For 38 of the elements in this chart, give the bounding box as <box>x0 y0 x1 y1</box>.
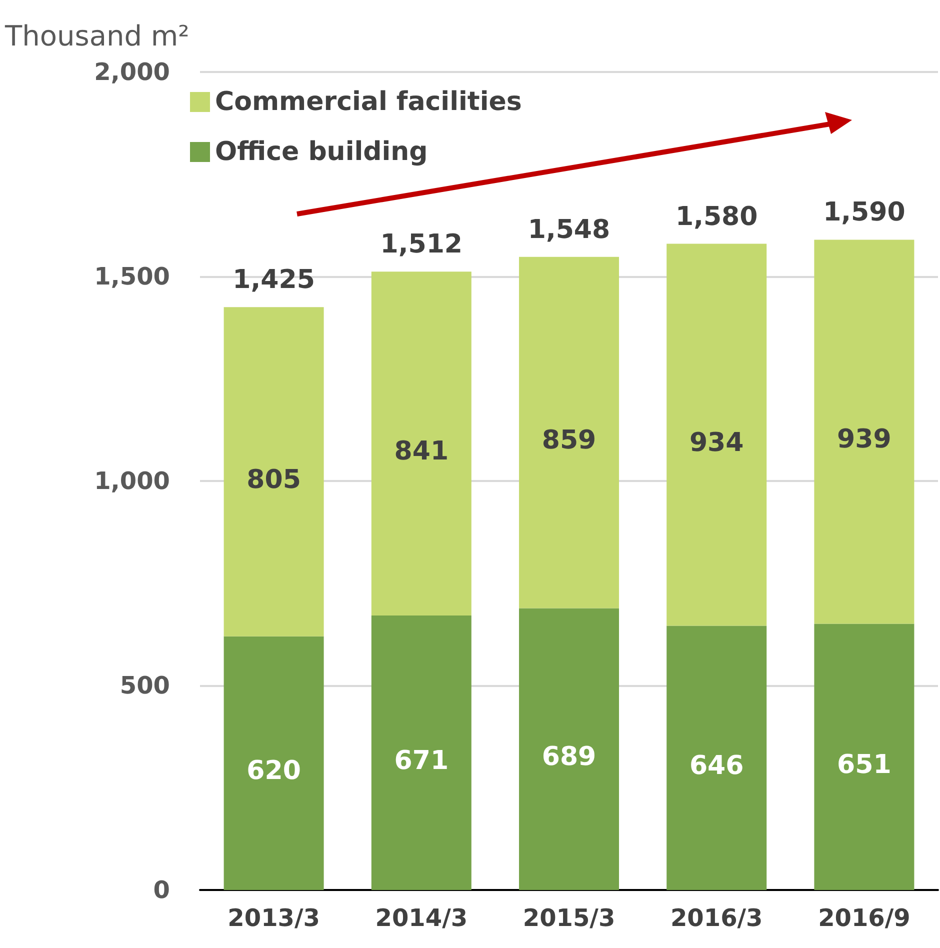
bar <box>224 307 324 636</box>
data-label: 859 <box>542 426 596 456</box>
data-label: 620 <box>246 756 301 786</box>
x-tick-label: 2013/3 <box>228 904 320 932</box>
data-label: 841 <box>394 436 449 467</box>
bar <box>666 626 767 890</box>
total-label: 1,512 <box>380 230 463 260</box>
x-tick-label: 2016/9 <box>818 904 910 932</box>
total-label: 1,425 <box>232 265 315 296</box>
legend-label: Office building <box>215 137 428 167</box>
bar <box>814 624 914 890</box>
y-tick-label: 2,000 <box>94 58 170 86</box>
data-label: 651 <box>837 750 892 780</box>
data-label: 646 <box>689 750 744 781</box>
legend-label: Commercial facilities <box>215 87 522 117</box>
bar <box>371 616 472 890</box>
y-tick-label: 500 <box>120 672 170 700</box>
bar <box>519 608 619 890</box>
bar <box>666 244 767 626</box>
total-label: 1,590 <box>823 198 906 228</box>
total-label: 1,548 <box>528 214 610 245</box>
y-tick-label: 1,500 <box>94 262 170 290</box>
bar <box>224 636 324 890</box>
bar <box>814 240 914 624</box>
total-label: 1,580 <box>675 202 758 232</box>
bar <box>371 272 472 616</box>
y-axis-title: Thousand m² <box>4 20 190 52</box>
x-tick-label: 2016/3 <box>670 904 763 932</box>
data-label: 805 <box>246 464 301 495</box>
bar <box>519 256 619 608</box>
data-label: 934 <box>689 428 744 458</box>
y-tick-label: 1,000 <box>94 467 170 495</box>
data-label: 671 <box>394 746 449 776</box>
x-tick-label: 2014/3 <box>375 904 468 932</box>
y-tick-label: 0 <box>153 876 170 904</box>
data-label: 939 <box>837 424 892 455</box>
data-label: 689 <box>542 742 596 772</box>
x-tick-label: 2015/3 <box>522 904 616 932</box>
